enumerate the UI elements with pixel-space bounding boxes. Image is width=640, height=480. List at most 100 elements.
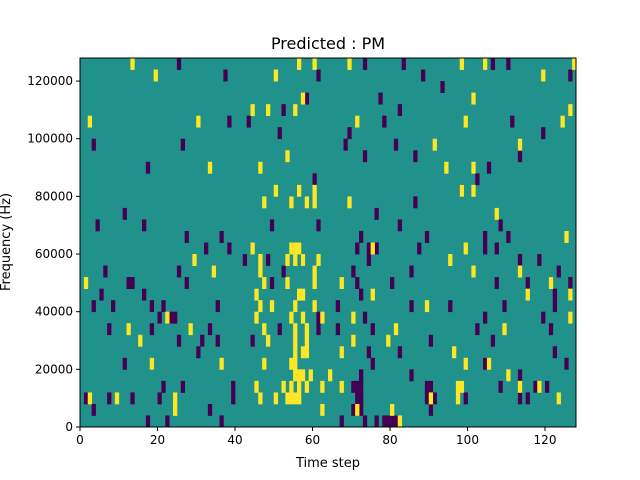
heatmap-cell-high (444, 161, 449, 174)
heatmap-cell-low (517, 369, 523, 382)
heatmap-cell-high (471, 184, 476, 197)
heatmap-cell-high (541, 69, 546, 82)
heatmap-cell-high (269, 300, 275, 313)
heatmap-cell-low (207, 323, 213, 336)
heatmap-cell-low (390, 277, 395, 290)
heatmap-cell-low (525, 392, 530, 405)
heatmap-cell-low (498, 380, 503, 393)
heatmap-cell-high (250, 242, 255, 255)
heatmap-cell-low (359, 403, 364, 416)
chart-title: Predicted : PM (271, 34, 385, 53)
x-tick-label: 0 (76, 433, 84, 447)
heatmap-cell-low (424, 230, 430, 243)
heatmap-cell-high (285, 254, 290, 266)
heatmap-cell-high (370, 242, 375, 255)
heatmap-cell-low (184, 230, 189, 243)
heatmap-cell-low (390, 415, 395, 428)
heatmap-cell-high (300, 346, 306, 359)
x-tick-label: 60 (305, 433, 320, 447)
heatmap-cell-low (552, 288, 558, 301)
heatmap-cell-high (293, 323, 298, 336)
heatmap-cell-high (339, 346, 344, 359)
heatmap-cell-high (293, 357, 298, 370)
heatmap-cell-low (184, 277, 189, 290)
heatmap-cell-high (300, 92, 306, 105)
heatmap-cell-high (347, 58, 352, 70)
heatmap-cell-high (285, 392, 290, 405)
heatmap-cell-low (421, 69, 426, 82)
heatmap-cell-high (397, 415, 403, 428)
heatmap-cell-high (262, 323, 267, 336)
heatmap-cell-low (556, 265, 561, 278)
heatmap-cell-high (300, 369, 306, 382)
heatmap-cell-high (517, 265, 523, 278)
heatmap-cell-low (397, 346, 403, 359)
heatmap-cell-high (297, 242, 302, 255)
heatmap-cell-low (498, 219, 503, 232)
heatmap-cell-high (87, 115, 93, 128)
heatmap-cell-low (107, 323, 112, 336)
heatmap-cell-high (262, 277, 267, 290)
heatmap-cell-high (304, 380, 310, 393)
heatmap-cell-high (173, 403, 178, 416)
heatmap-cell-low (541, 311, 546, 324)
x-tick-label: 20 (150, 433, 165, 447)
heatmap-cell-low (428, 380, 434, 393)
heatmap-cell-low (355, 242, 360, 255)
heatmap-cell-low (517, 254, 523, 266)
heatmap-cell-low (316, 311, 321, 324)
heatmap-cell-low (366, 346, 372, 359)
heatmap-cell-high (293, 242, 298, 255)
heatmap-cell-low (111, 300, 116, 313)
heatmap-cell-low (231, 380, 236, 393)
y-tick-label: 120000 (27, 74, 73, 88)
heatmap-cell-low (409, 265, 414, 278)
heatmap-cell-high (568, 288, 573, 301)
heatmap-cell-high (568, 311, 573, 324)
heatmap-cell-high (537, 380, 542, 393)
heatmap-cell-high (273, 184, 279, 197)
heatmap-cell-high (297, 288, 302, 301)
heatmap-cell-low (266, 254, 271, 266)
heatmap-cell-low (378, 92, 383, 105)
heatmap-cell-high (463, 357, 468, 370)
heatmap-cell-low (359, 380, 364, 393)
heatmap-cell-low (483, 357, 488, 370)
heatmap-cell-high (297, 392, 302, 405)
heatmap-cell-low (142, 219, 147, 232)
heatmap-cell-low (409, 300, 414, 313)
heatmap-cell-low (362, 311, 368, 324)
heatmap-cell-low (122, 357, 127, 370)
x-tick-label: 120 (534, 433, 557, 447)
heatmap-cell-high (312, 184, 317, 197)
heatmap-cell-high (393, 323, 399, 336)
x-tick-label: 100 (456, 433, 479, 447)
heatmap-cell-low (517, 392, 523, 405)
heatmap-cell-high (293, 346, 298, 359)
heatmap-cell-low (355, 277, 360, 290)
heatmap-cell-high (347, 196, 352, 209)
heatmap-cell-low (362, 150, 368, 163)
heatmap-cell-high (293, 254, 298, 266)
heatmap-cell-high (459, 380, 465, 393)
heatmap-cell-high (455, 380, 461, 393)
heatmap-cell-high (355, 115, 360, 128)
heatmap-cell-low (250, 334, 255, 347)
heatmap-cell-high (297, 380, 302, 393)
heatmap-cell-high (285, 277, 290, 290)
heatmap-cell-low (362, 58, 368, 70)
heatmap-cell-high (502, 323, 507, 336)
heatmap-cell-high (517, 380, 523, 393)
heatmap-cell-low (366, 242, 372, 255)
heatmap-cell-high (258, 254, 263, 266)
heatmap-cell-high (455, 392, 461, 405)
heatmap-cell-high (293, 300, 298, 313)
heatmap-cell-high (320, 311, 325, 324)
heatmap-cell-low (541, 127, 546, 140)
heatmap-cell-low (424, 392, 430, 405)
heatmap-cell-high (370, 288, 375, 301)
heatmap-cell-high (471, 92, 476, 105)
heatmap-cell-high (254, 380, 259, 393)
heatmap-cell-high (297, 369, 302, 382)
heatmap-cell-low (494, 277, 499, 290)
